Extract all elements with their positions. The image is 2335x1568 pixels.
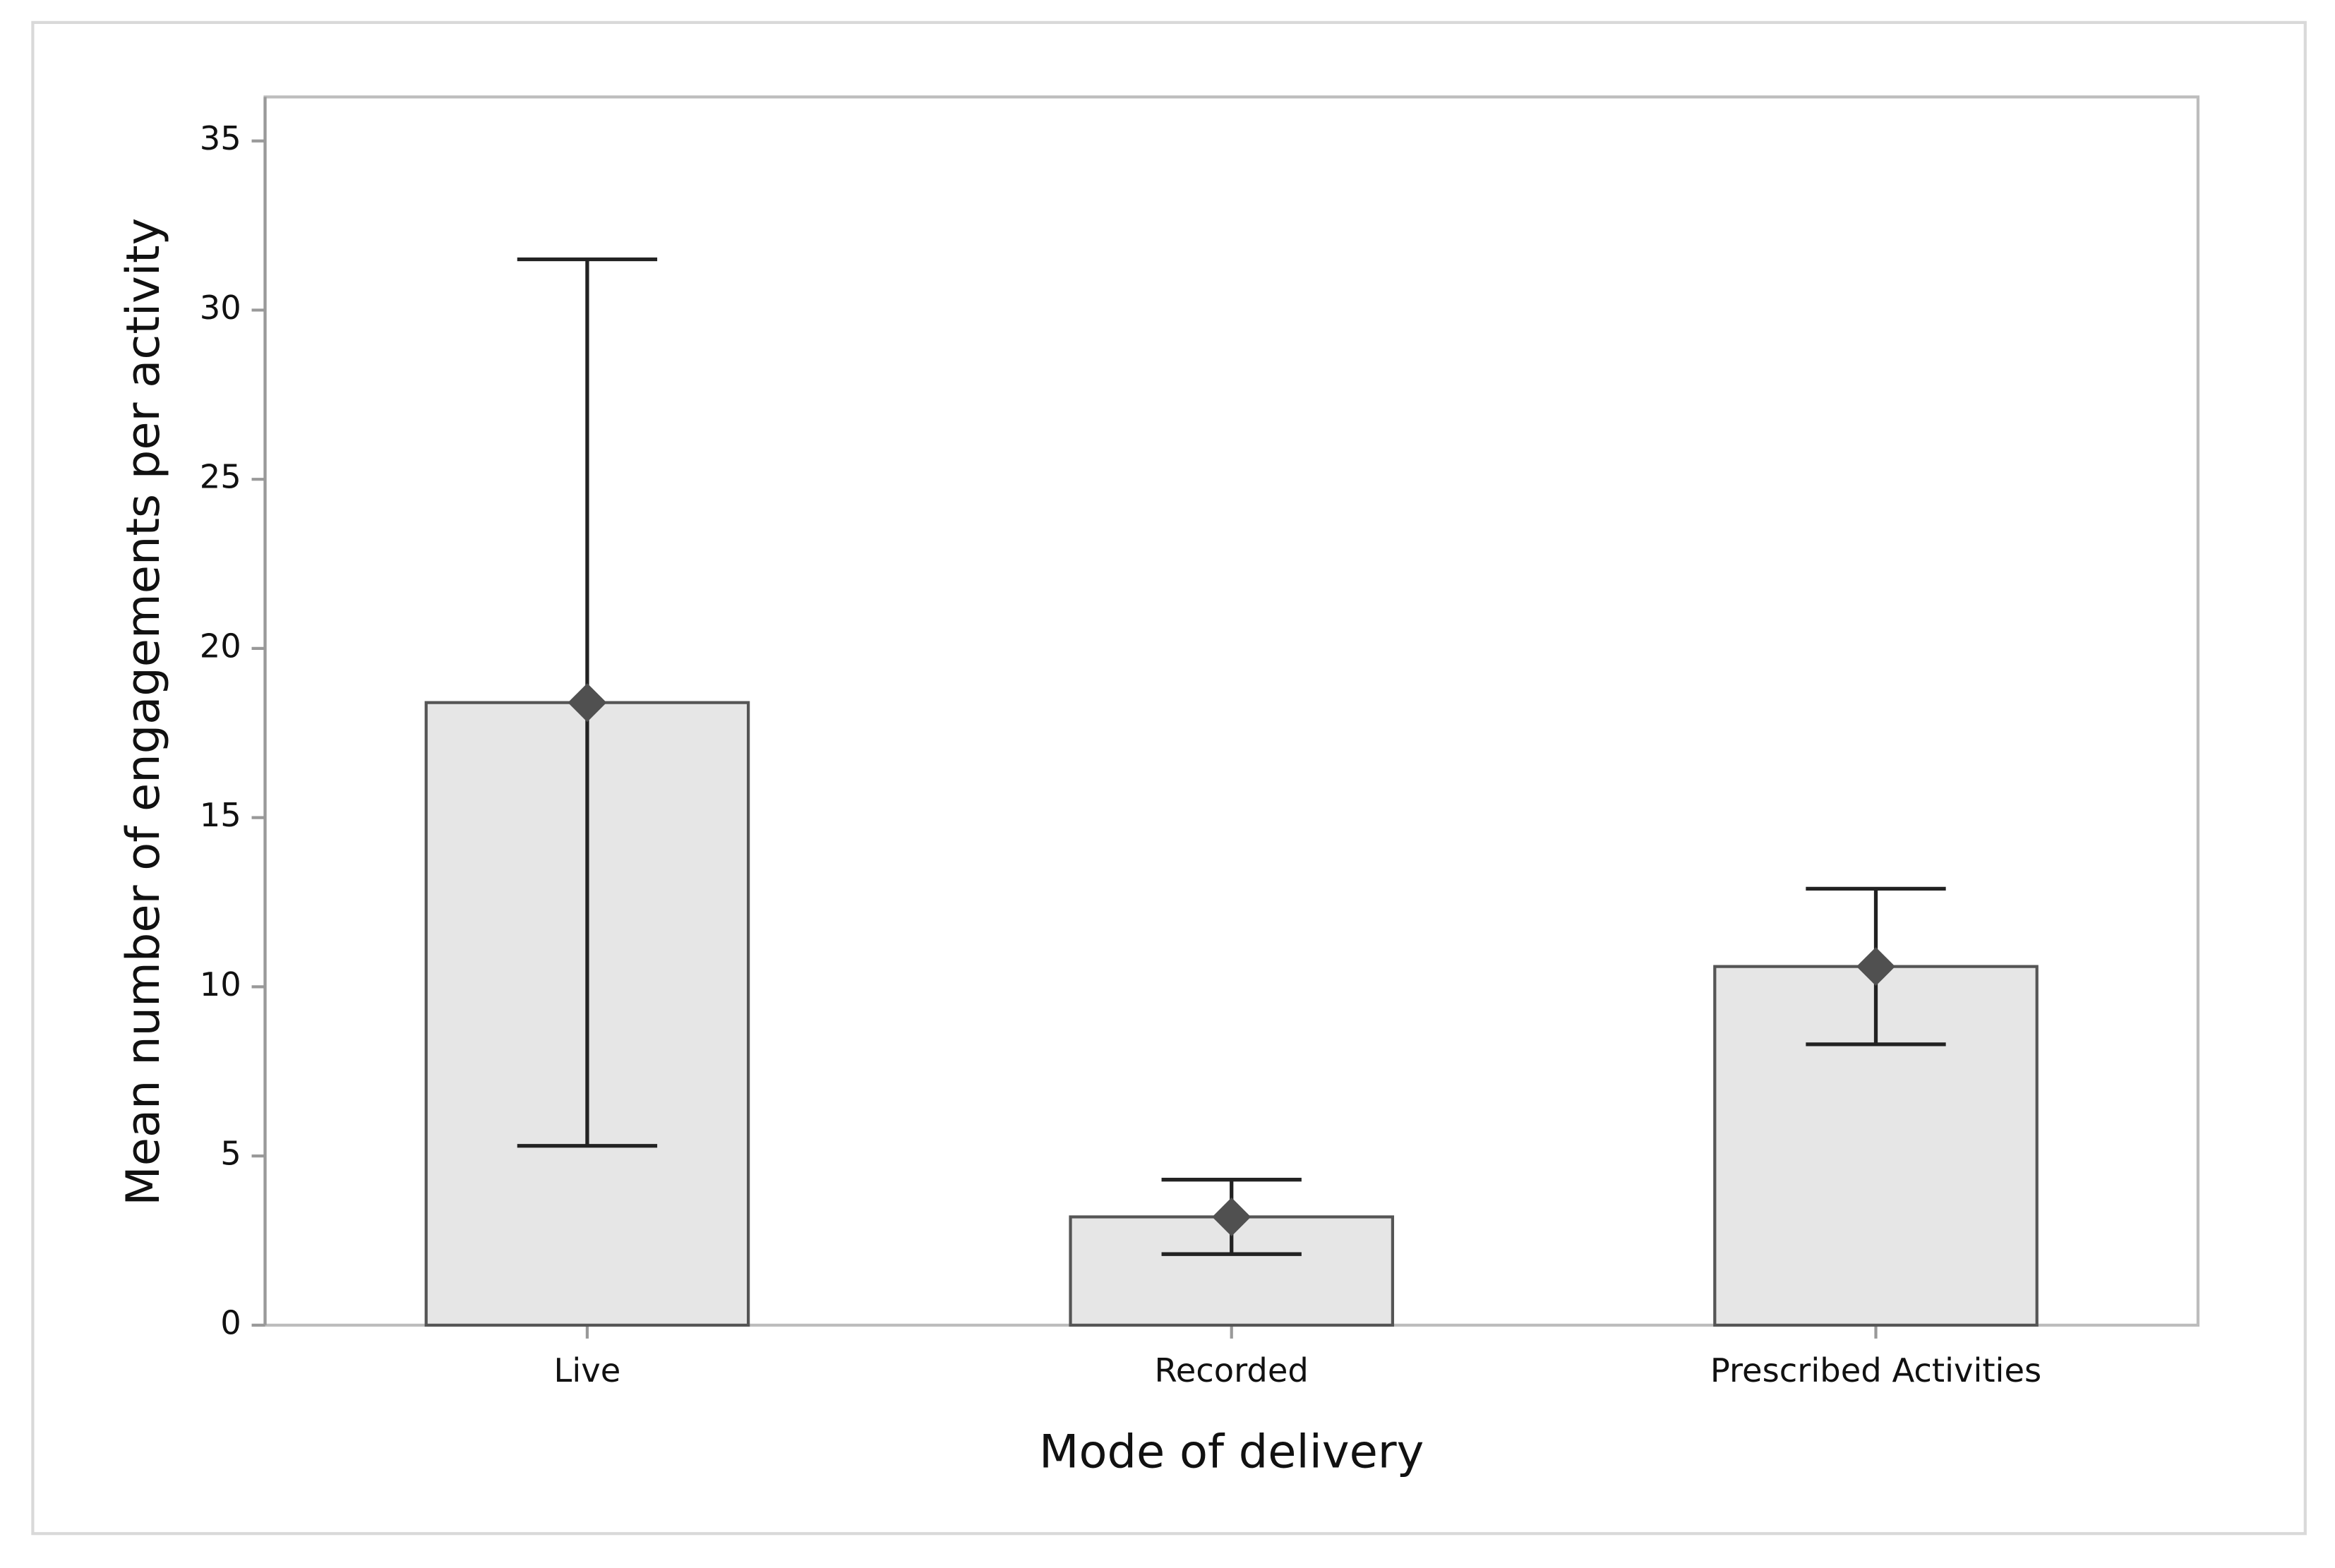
x-tick-label: Live	[554, 1351, 621, 1389]
y-tick-label: 20	[200, 627, 241, 665]
y-tick-label: 30	[200, 289, 241, 327]
mean-marker	[1212, 1198, 1251, 1236]
x-tick-label: Recorded	[1155, 1351, 1309, 1389]
y-tick-label: 25	[200, 458, 241, 496]
y-tick-label: 10	[200, 965, 241, 1003]
x-tick-label: Prescribed Activities	[1710, 1351, 2041, 1389]
mean-marker	[568, 683, 607, 723]
x-axis-label: Mode of delivery	[1039, 1425, 1424, 1478]
y-tick-label: 35	[200, 119, 241, 157]
y-axis-label: Mean number of engagements per activity	[116, 218, 170, 1206]
y-tick-label: 0	[220, 1303, 241, 1341]
y-tick-label: 5	[220, 1135, 241, 1173]
y-tick-label: 15	[200, 796, 241, 834]
